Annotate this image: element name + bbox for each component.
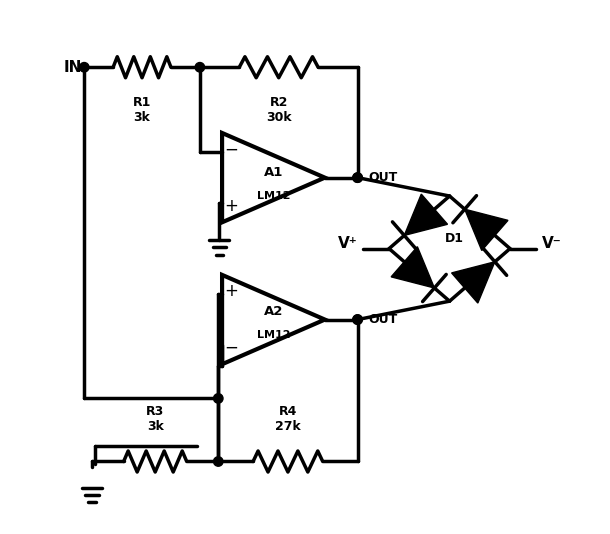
Text: A2: A2 [264,305,283,318]
Text: OUT: OUT [368,313,397,326]
Text: −: − [224,140,239,159]
Text: LM12: LM12 [257,331,290,340]
Text: +: + [224,282,239,301]
Text: +: + [224,197,239,215]
Circle shape [79,62,89,72]
Polygon shape [404,194,448,235]
Polygon shape [451,262,495,303]
Text: −: − [224,339,239,357]
Text: R2
30k: R2 30k [266,96,292,124]
Text: R4
27k: R4 27k [275,405,301,433]
Text: LM12: LM12 [257,191,290,201]
Circle shape [214,394,223,403]
Text: OUT: OUT [368,171,397,184]
Text: V⁺: V⁺ [338,236,357,251]
Text: D1: D1 [445,232,464,245]
Circle shape [353,173,362,183]
Circle shape [353,315,362,324]
Text: IN: IN [63,60,82,75]
Text: R3
3k: R3 3k [146,405,164,433]
Text: A1: A1 [264,166,283,179]
Circle shape [214,457,223,466]
Text: V⁻: V⁻ [542,236,561,251]
Circle shape [353,315,362,324]
Text: R1
3k: R1 3k [133,96,151,124]
Polygon shape [465,209,508,250]
Circle shape [195,62,204,72]
Circle shape [353,173,362,183]
Polygon shape [391,247,434,288]
